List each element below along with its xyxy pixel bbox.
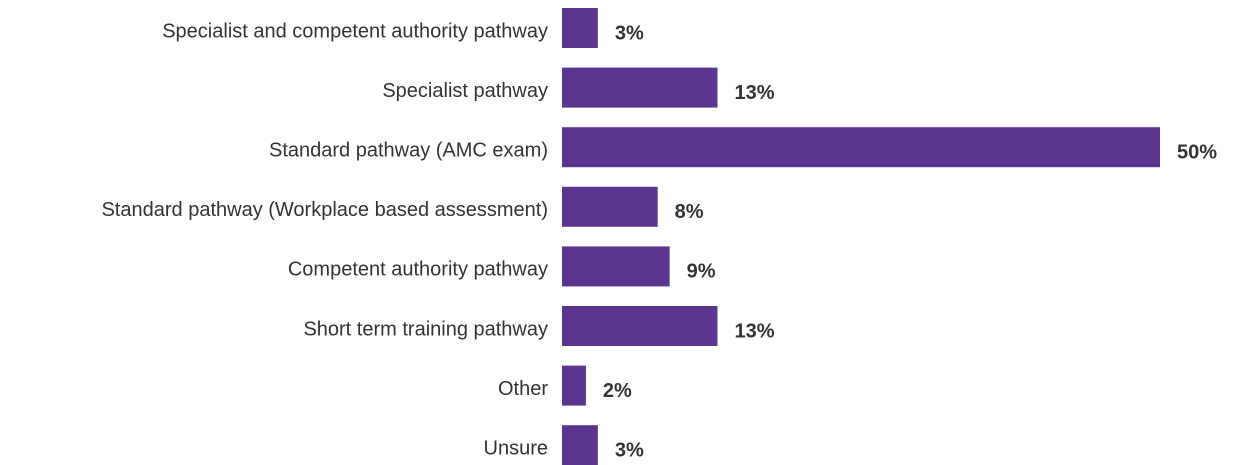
category-label: Standard pathway (AMC exam) bbox=[269, 139, 548, 161]
bar bbox=[562, 186, 658, 227]
category-label: Specialist pathway bbox=[382, 80, 548, 102]
category-label: Competent authority pathway bbox=[288, 259, 548, 281]
bar bbox=[562, 306, 718, 346]
category-label: Specialist and competent authority pathw… bbox=[162, 20, 548, 42]
category-label: Other bbox=[498, 378, 548, 400]
value-label: 2% bbox=[603, 380, 632, 402]
value-label: 9% bbox=[687, 261, 716, 283]
category-label: Short term training pathway bbox=[303, 318, 548, 340]
value-label: 13% bbox=[734, 320, 774, 342]
bar bbox=[562, 365, 586, 406]
value-label: 13% bbox=[734, 82, 774, 104]
bar bbox=[562, 67, 718, 108]
bar bbox=[562, 8, 598, 48]
value-label: 3% bbox=[615, 22, 644, 44]
bar bbox=[562, 127, 1160, 168]
bar bbox=[562, 425, 598, 465]
value-label: 8% bbox=[675, 201, 704, 223]
bar bbox=[562, 246, 670, 287]
value-label: 50% bbox=[1177, 141, 1217, 163]
category-label: Standard pathway (Workplace based assess… bbox=[101, 199, 548, 221]
category-label: Unsure bbox=[484, 437, 548, 459]
value-label: 3% bbox=[615, 439, 644, 461]
